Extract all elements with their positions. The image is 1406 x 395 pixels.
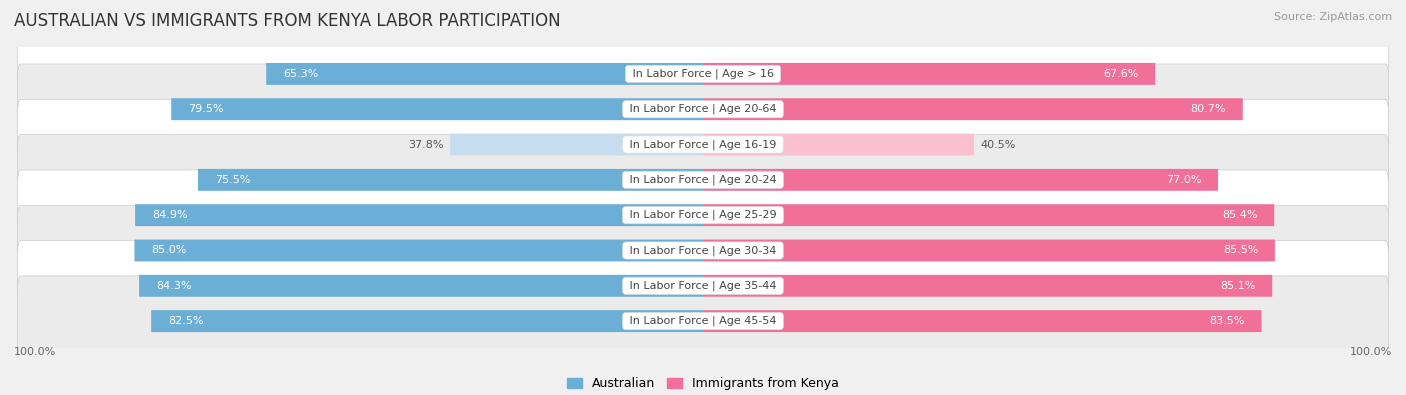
Text: 82.5%: 82.5%	[167, 316, 204, 326]
FancyBboxPatch shape	[17, 170, 1389, 260]
FancyBboxPatch shape	[703, 310, 1261, 332]
FancyBboxPatch shape	[17, 276, 1389, 366]
FancyBboxPatch shape	[172, 98, 703, 120]
Text: 40.5%: 40.5%	[980, 139, 1017, 150]
FancyBboxPatch shape	[703, 204, 1274, 226]
Text: 67.6%: 67.6%	[1104, 69, 1139, 79]
Text: 85.4%: 85.4%	[1222, 210, 1257, 220]
Text: 83.5%: 83.5%	[1209, 316, 1244, 326]
FancyBboxPatch shape	[17, 135, 1389, 225]
Text: 84.3%: 84.3%	[156, 281, 191, 291]
FancyBboxPatch shape	[135, 239, 703, 261]
Text: In Labor Force | Age 20-24: In Labor Force | Age 20-24	[626, 175, 780, 185]
Text: 85.1%: 85.1%	[1220, 281, 1256, 291]
FancyBboxPatch shape	[703, 63, 1156, 85]
Text: 80.7%: 80.7%	[1191, 104, 1226, 114]
Text: 65.3%: 65.3%	[283, 69, 318, 79]
Text: In Labor Force | Age 35-44: In Labor Force | Age 35-44	[626, 280, 780, 291]
Text: 79.5%: 79.5%	[188, 104, 224, 114]
Text: AUSTRALIAN VS IMMIGRANTS FROM KENYA LABOR PARTICIPATION: AUSTRALIAN VS IMMIGRANTS FROM KENYA LABO…	[14, 12, 561, 30]
Text: In Labor Force | Age 45-54: In Labor Force | Age 45-54	[626, 316, 780, 326]
Text: Source: ZipAtlas.com: Source: ZipAtlas.com	[1274, 12, 1392, 22]
FancyBboxPatch shape	[703, 275, 1272, 297]
FancyBboxPatch shape	[703, 169, 1218, 191]
Text: 77.0%: 77.0%	[1166, 175, 1201, 185]
Text: In Labor Force | Age 25-29: In Labor Force | Age 25-29	[626, 210, 780, 220]
FancyBboxPatch shape	[152, 310, 703, 332]
FancyBboxPatch shape	[703, 134, 974, 156]
Text: 84.9%: 84.9%	[152, 210, 187, 220]
FancyBboxPatch shape	[198, 169, 703, 191]
FancyBboxPatch shape	[17, 205, 1389, 296]
Text: In Labor Force | Age 30-34: In Labor Force | Age 30-34	[626, 245, 780, 256]
FancyBboxPatch shape	[450, 134, 703, 156]
Legend: Australian, Immigrants from Kenya: Australian, Immigrants from Kenya	[561, 372, 845, 395]
FancyBboxPatch shape	[135, 204, 703, 226]
FancyBboxPatch shape	[17, 99, 1389, 190]
Text: In Labor Force | Age > 16: In Labor Force | Age > 16	[628, 69, 778, 79]
Text: 85.0%: 85.0%	[152, 245, 187, 256]
FancyBboxPatch shape	[703, 239, 1275, 261]
Text: In Labor Force | Age 20-64: In Labor Force | Age 20-64	[626, 104, 780, 115]
Text: 100.0%: 100.0%	[14, 347, 56, 357]
FancyBboxPatch shape	[703, 98, 1243, 120]
Text: 100.0%: 100.0%	[1350, 347, 1392, 357]
FancyBboxPatch shape	[17, 29, 1389, 119]
Text: In Labor Force | Age 16-19: In Labor Force | Age 16-19	[626, 139, 780, 150]
FancyBboxPatch shape	[266, 63, 703, 85]
Text: 37.8%: 37.8%	[408, 139, 443, 150]
FancyBboxPatch shape	[17, 64, 1389, 154]
FancyBboxPatch shape	[17, 241, 1389, 331]
Text: 75.5%: 75.5%	[215, 175, 250, 185]
FancyBboxPatch shape	[139, 275, 703, 297]
Text: 85.5%: 85.5%	[1223, 245, 1258, 256]
